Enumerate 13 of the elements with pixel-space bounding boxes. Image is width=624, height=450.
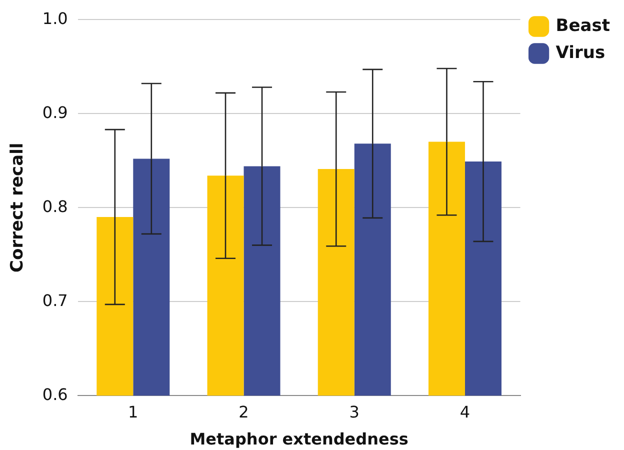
x-tick-label: 2 <box>238 402 249 422</box>
y-tick-label: 0.7 <box>42 290 68 310</box>
x-tick-label: 3 <box>349 402 360 422</box>
x-tick-label: 1 <box>128 402 138 422</box>
y-tick-label: 0.6 <box>42 384 68 404</box>
y-axis-title: Correct recall <box>8 142 28 272</box>
y-tick-label: 0.8 <box>42 196 68 216</box>
legend-label: Beast <box>556 16 610 36</box>
x-axis-title: Metaphor extendedness <box>190 430 408 449</box>
y-tick-label: 1.0 <box>42 8 68 28</box>
x-tick-label: 4 <box>460 402 470 422</box>
legend-label: Virus <box>556 42 606 63</box>
y-tick-label: 0.9 <box>42 102 68 122</box>
